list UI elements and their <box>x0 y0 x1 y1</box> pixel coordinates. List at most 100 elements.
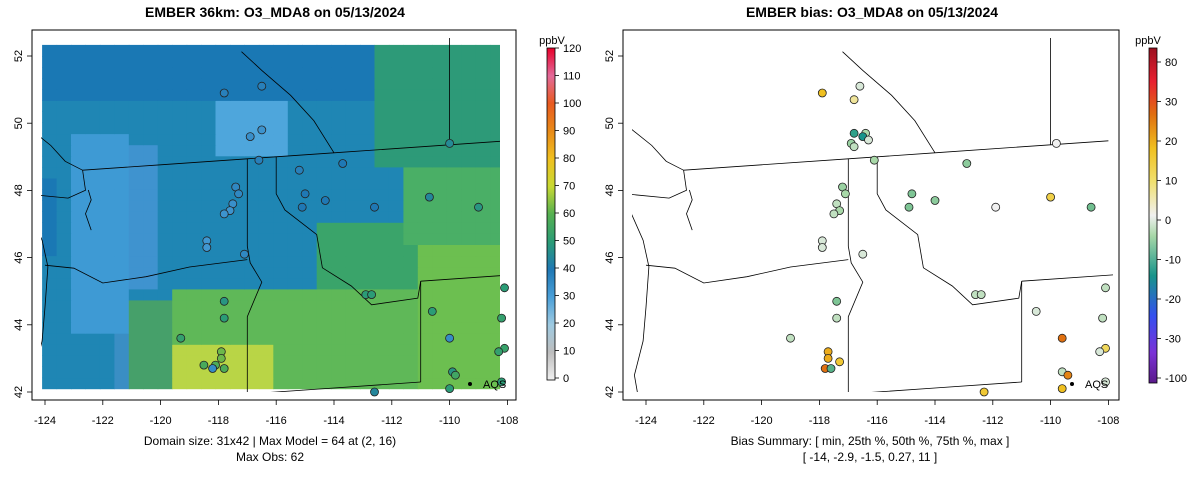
left-units-label: ppbV <box>539 35 565 47</box>
grid-cell <box>490 67 500 79</box>
grid-cell <box>417 67 433 79</box>
grid-cell <box>432 144 448 157</box>
grid-cell <box>374 56 390 68</box>
grid-cell <box>71 200 86 212</box>
grid-cell <box>331 211 347 223</box>
grid-cell <box>42 78 58 90</box>
grid-cell <box>461 311 477 323</box>
station-marker <box>976 290 986 300</box>
grid-cell <box>316 155 332 168</box>
grid-cell <box>302 78 318 90</box>
station-marker <box>208 364 218 373</box>
grid-cell <box>56 288 72 301</box>
x-tick-label: -116 <box>867 415 888 427</box>
grid-cell <box>244 244 260 257</box>
grid-cell <box>128 311 144 323</box>
right-aqs-label: AQS <box>1085 379 1108 391</box>
grid-cell <box>374 144 390 157</box>
grid-cell <box>432 122 448 135</box>
grid-cell <box>258 288 274 301</box>
grid-cell <box>331 277 347 290</box>
boundary-line <box>241 51 335 154</box>
grid-cell <box>71 266 86 279</box>
grid-cell <box>114 44 130 57</box>
grid-cell <box>99 277 115 290</box>
grid-cell <box>432 311 448 323</box>
grid-cell <box>302 277 318 290</box>
grid-cell <box>417 189 433 201</box>
grid-cell <box>201 78 217 90</box>
grid-cell <box>71 133 86 146</box>
station-marker <box>494 347 504 357</box>
grid-cell <box>128 333 144 345</box>
grid-cell <box>331 344 347 356</box>
grid-cell <box>432 89 448 101</box>
grid-cell <box>475 311 491 323</box>
grid-cell <box>201 133 217 146</box>
grid-cell <box>128 355 144 367</box>
grid-cell <box>432 266 448 279</box>
grid-cell <box>316 178 332 190</box>
grid-cell <box>172 288 188 301</box>
grid-cell <box>85 89 101 101</box>
grid-cell <box>417 288 433 301</box>
grid-cell <box>215 322 231 334</box>
boundary-line <box>842 51 936 154</box>
grid-cell <box>201 366 217 379</box>
grid-cell <box>42 311 58 323</box>
grid-cell <box>186 366 202 379</box>
grid-cell <box>360 355 375 367</box>
station-marker <box>427 306 437 316</box>
grid-cell <box>331 244 347 257</box>
grid-cell <box>114 222 130 234</box>
grid-cell <box>258 244 274 257</box>
grid-cell <box>258 366 274 379</box>
station-marker <box>257 125 267 135</box>
grid-cell <box>258 166 274 179</box>
grid-cell <box>143 344 159 356</box>
grid-cell <box>157 89 173 101</box>
grid-cell <box>42 189 58 201</box>
grid-cell <box>85 100 101 112</box>
grid-cell <box>432 277 448 290</box>
grid-cell <box>360 200 375 212</box>
colorbar-tick-label: 90 <box>563 126 575 138</box>
grid-cell <box>172 133 188 146</box>
grid-cell <box>432 211 448 223</box>
grid-cell <box>302 100 318 112</box>
grid-cell <box>128 299 144 312</box>
grid-cell <box>114 266 130 279</box>
grid-cell <box>360 56 375 68</box>
grid-cell <box>446 78 462 90</box>
grid-cell <box>490 166 500 179</box>
colorbar-tick-label: 100 <box>563 98 581 110</box>
grid-cell <box>99 189 115 201</box>
grid-cell <box>345 244 361 257</box>
grid-cell <box>461 178 477 190</box>
grid-cell <box>230 366 245 379</box>
grid-cell <box>446 288 462 301</box>
grid-cell <box>302 222 318 234</box>
station-marker <box>254 155 264 165</box>
y-tick-label: 46 <box>604 251 616 263</box>
grid-cell <box>258 299 274 312</box>
grid-cell <box>244 322 260 334</box>
grid-cell <box>244 44 260 57</box>
grid-cell <box>244 189 260 201</box>
grid-cell <box>461 133 477 146</box>
grid-cell <box>446 299 462 312</box>
grid-cell <box>258 78 274 90</box>
grid-cell <box>374 322 390 334</box>
grid-cell <box>230 244 245 257</box>
grid-cell <box>186 111 202 123</box>
colorbar-tick-label: 0 <box>563 373 569 385</box>
grid-cell <box>302 67 318 79</box>
grid-cell <box>432 189 448 201</box>
grid-cell <box>258 111 274 123</box>
grid-cell <box>446 144 462 157</box>
grid-cell <box>446 344 462 356</box>
grid-cell <box>475 377 491 390</box>
grid-cell <box>114 100 130 112</box>
grid-cell <box>331 322 347 334</box>
grid-cell <box>446 166 462 179</box>
